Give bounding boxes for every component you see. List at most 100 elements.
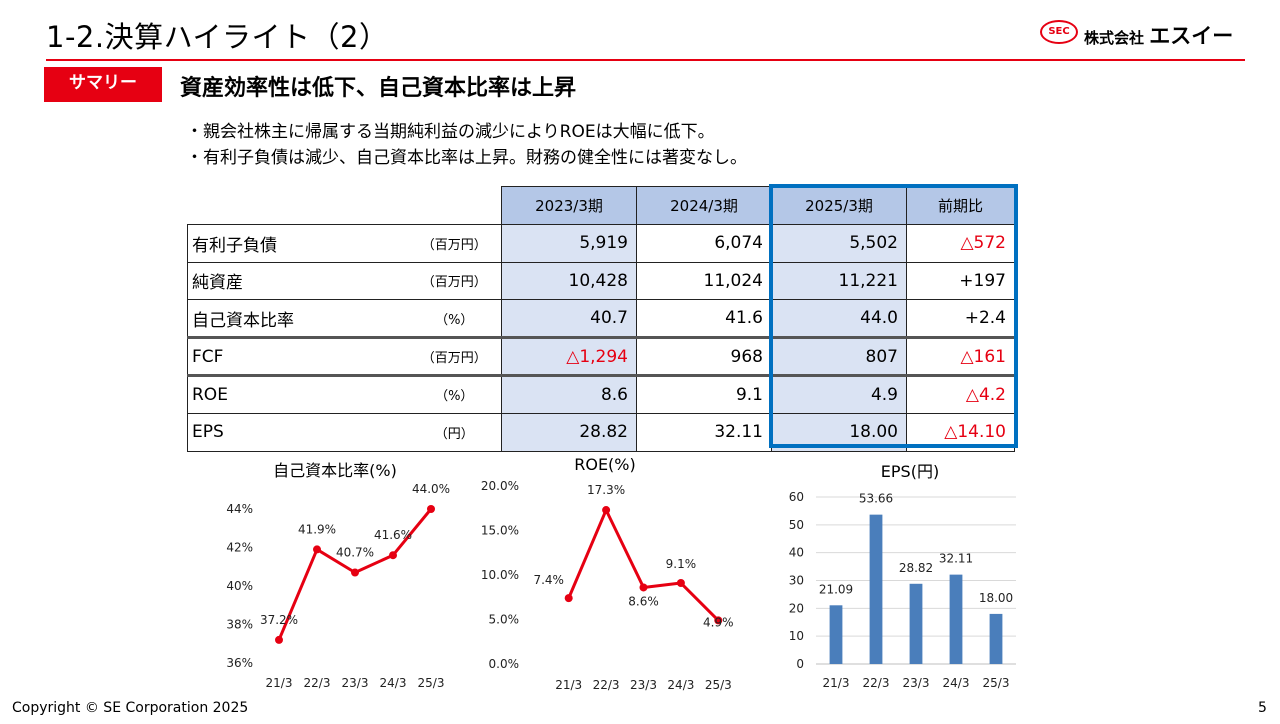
table-cell: 11,024 — [636, 261, 772, 301]
table-cell: 4.9 — [771, 373, 907, 414]
bar — [989, 613, 1003, 664]
eps-bar-chart: 0 10 20 30 40 50 60 21/3 22/3 23/3 24/3 25/3 21.09 53… — [789, 490, 1016, 690]
table-cell: 8.6 — [501, 373, 637, 414]
data-label: 17.3% — [587, 483, 625, 497]
x-tick-label: 21/3 — [266, 676, 293, 690]
row-unit: （%） — [407, 373, 502, 414]
table-cell: 44.0 — [771, 299, 907, 339]
y-tick-label: 44% — [226, 502, 253, 516]
table-cell: 18.00 — [771, 412, 907, 452]
table-row: 自己資本比率 （%） 40.7 41.6 44.0 +2.4 — [187, 299, 1125, 339]
table-cell: 32.11 — [636, 412, 772, 452]
data-point — [676, 579, 685, 588]
bar — [829, 605, 843, 664]
data-label: 41.6% — [374, 528, 412, 542]
roe-line-chart: 0.0% 5.0% 10.0% 15.0% 20.0% 21/3 22/3 23/3 24/3 2… — [481, 479, 734, 692]
table-cell: 5,919 — [501, 223, 637, 263]
table-cell: 11,221 — [771, 261, 907, 301]
y-tick-label: 30 — [789, 574, 804, 588]
data-point — [275, 635, 283, 644]
table-cell: 10,428 — [501, 261, 637, 301]
row-label: 純資産 — [187, 261, 408, 301]
y-tick-label: 15.0% — [481, 524, 519, 538]
table-cell: +2.4 — [906, 299, 1015, 339]
y-tick-label: 38% — [226, 618, 253, 632]
x-tick-label: 24/3 — [380, 676, 407, 690]
bar — [949, 574, 963, 664]
page-number: 5 — [1258, 700, 1267, 716]
table-cell: 41.6 — [636, 299, 772, 339]
y-tick-label: 20 — [789, 601, 804, 615]
column-header: 前期比 — [906, 186, 1015, 225]
table-cell: △161 — [906, 336, 1015, 376]
data-label: 21.09 — [819, 582, 853, 596]
data-label: 40.7% — [336, 546, 374, 560]
table-row: FCF （百万円） △1,294 968 807 △161 — [187, 336, 1125, 376]
financial-table: 2023/3期 2024/3期 2025/3期 前期比 有利子負債 （百万円） 5,… — [187, 186, 1125, 452]
column-header: 2025/3期 — [771, 186, 907, 225]
table-corner — [187, 186, 502, 225]
data-point — [427, 505, 435, 513]
x-tick-label: 21/3 — [555, 678, 582, 692]
row-label: FCF — [187, 336, 408, 376]
data-label: 8.6% — [628, 594, 659, 608]
x-tick-label: 22/3 — [304, 676, 331, 690]
table-cell: △14.10 — [906, 412, 1015, 452]
y-tick-label: 42% — [226, 541, 253, 555]
table-header-row: 2023/3期 2024/3期 2025/3期 前期比 — [187, 186, 1125, 225]
summary-bullet: ・親会社株主に帰属する当期純利益の減少によりROEは大幅に低下。 — [186, 122, 715, 142]
y-tick-label: 50 — [789, 518, 804, 532]
table-cell: 28.82 — [501, 412, 637, 452]
data-label: 18.00 — [979, 591, 1013, 605]
x-tick-label: 25/3 — [983, 676, 1010, 690]
table-cell: 5,502 — [771, 223, 907, 263]
title-rule — [46, 59, 1245, 61]
data-label: 9.1% — [666, 557, 697, 571]
table-row: EPS （円） 28.82 32.11 18.00 △14.10 — [187, 412, 1125, 452]
summary-tag: サマリー — [44, 67, 162, 102]
logo-prefix: 株式会社 — [1084, 29, 1145, 47]
x-tick-label: 24/3 — [943, 676, 970, 690]
y-tick-label: 5.0% — [489, 613, 520, 627]
x-tick-label: 22/3 — [863, 676, 890, 690]
x-tick-label: 25/3 — [418, 676, 445, 690]
row-unit: （百万円） — [407, 223, 502, 263]
data-point — [351, 568, 359, 577]
row-label: ROE — [187, 373, 408, 414]
chart-title: ROE(%) — [574, 455, 636, 474]
table-cell: 807 — [771, 336, 907, 376]
row-unit: （百万円） — [407, 336, 502, 376]
row-unit: （円） — [407, 412, 502, 452]
table-cell: 968 — [636, 336, 772, 376]
company-logo: SEC 株式会社 エスイー — [1040, 18, 1245, 50]
data-point — [602, 506, 611, 515]
row-label: EPS — [187, 412, 408, 452]
row-unit: （百万円） — [407, 261, 502, 301]
row-label: 有利子負債 — [187, 223, 408, 263]
logo-name: エスイー — [1149, 24, 1234, 48]
data-label: 4.9% — [703, 615, 734, 629]
x-tick-label: 23/3 — [903, 676, 930, 690]
data-point — [313, 545, 321, 554]
data-point — [714, 616, 723, 625]
column-header: 2023/3期 — [501, 186, 637, 225]
chart-title: EPS(円) — [880, 462, 940, 481]
x-tick-label: 23/3 — [342, 676, 369, 690]
logo-badge: SEC — [1040, 20, 1078, 44]
y-tick-label: 0 — [796, 657, 804, 671]
bar — [869, 514, 883, 664]
data-label: 53.66 — [859, 492, 893, 506]
x-tick-label: 21/3 — [823, 676, 850, 690]
table-row: 純資産 （百万円） 10,428 11,024 11,221 +197 — [187, 261, 1125, 301]
x-tick-label: 24/3 — [667, 678, 694, 692]
y-tick-label: 60 — [789, 490, 804, 504]
data-label: 28.82 — [899, 561, 933, 575]
y-tick-label: 10.0% — [481, 568, 519, 582]
table-row: 有利子負債 （百万円） 5,919 6,074 5,502 △572 — [187, 223, 1125, 263]
data-label: 44.0% — [412, 482, 450, 496]
y-tick-label: 40% — [226, 579, 253, 593]
y-tick-label: 10 — [789, 629, 804, 643]
table-cell: △4.2 — [906, 373, 1015, 414]
logo-text: 株式会社 エスイー — [1084, 20, 1233, 50]
summary-headline: 資産効率性は低下、自己資本比率は上昇 — [180, 76, 577, 101]
